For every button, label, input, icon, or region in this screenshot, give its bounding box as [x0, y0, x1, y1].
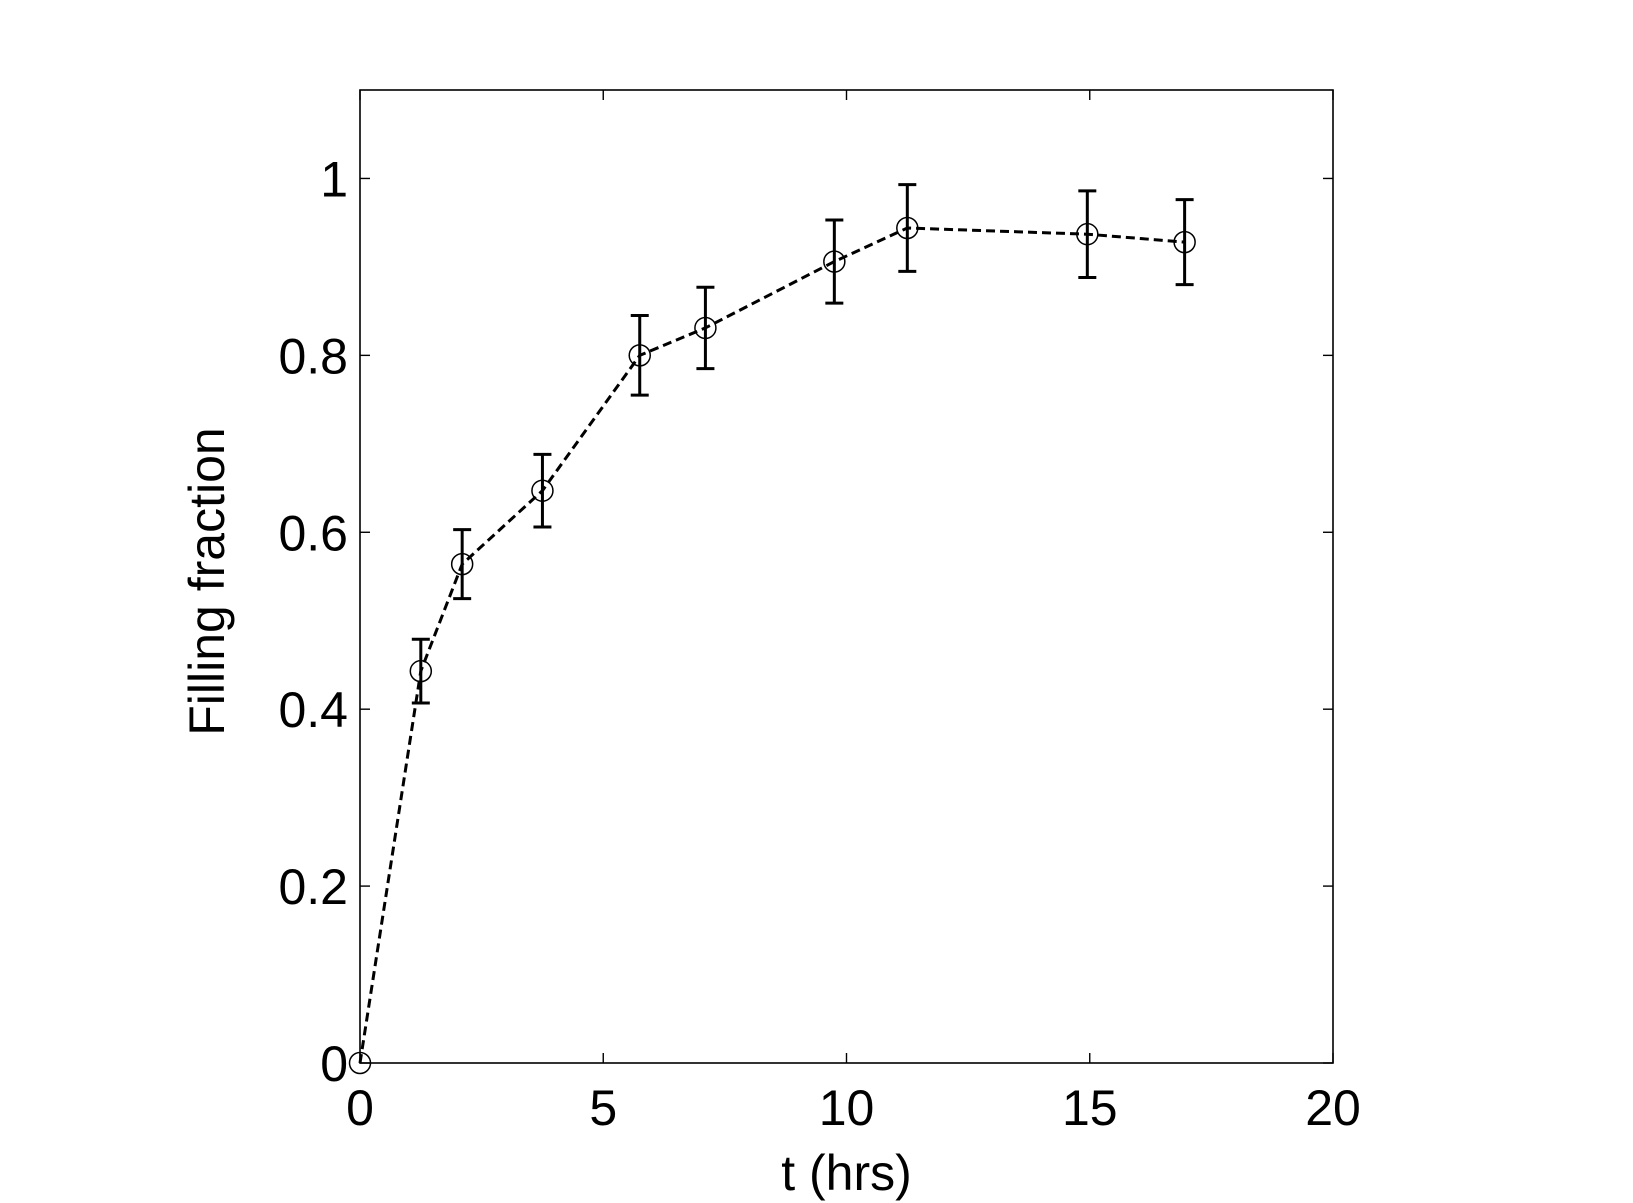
x-tick-label: 0: [346, 1080, 374, 1136]
x-tick-label: 20: [1305, 1080, 1361, 1136]
data-point: [531, 479, 554, 502]
data-point: [628, 344, 651, 367]
y-tick-label: 0.6: [278, 505, 348, 561]
data-point: [409, 659, 433, 683]
x-tick-label: 15: [1062, 1080, 1118, 1136]
plot-frame: [359, 89, 1334, 1064]
y-tick-label: 0: [320, 1036, 348, 1092]
data-point: [1076, 222, 1099, 246]
y-tick-label: 0.2: [278, 859, 348, 915]
series-line: [358, 226, 1185, 1064]
y-axis-label: Filling fraction: [179, 427, 235, 735]
data-point: [1173, 230, 1196, 254]
data-point: [823, 250, 846, 273]
x-axis-label: t (hrs): [781, 1145, 912, 1201]
data-point: [450, 552, 474, 576]
data-point: [896, 216, 919, 240]
x-tick-label: 10: [819, 1080, 875, 1136]
y-tick-label: 0.8: [278, 328, 348, 384]
y-tick-label: 0.4: [278, 682, 348, 738]
tick-labels: 0 5 10 15 20 0 0.2 0.4 0.6 0.8 1: [278, 151, 1360, 1136]
data-point: [694, 316, 717, 340]
y-tick-label: 1: [320, 151, 348, 207]
data-series: [348, 183, 1196, 1075]
x-tick-label: 5: [589, 1080, 617, 1136]
